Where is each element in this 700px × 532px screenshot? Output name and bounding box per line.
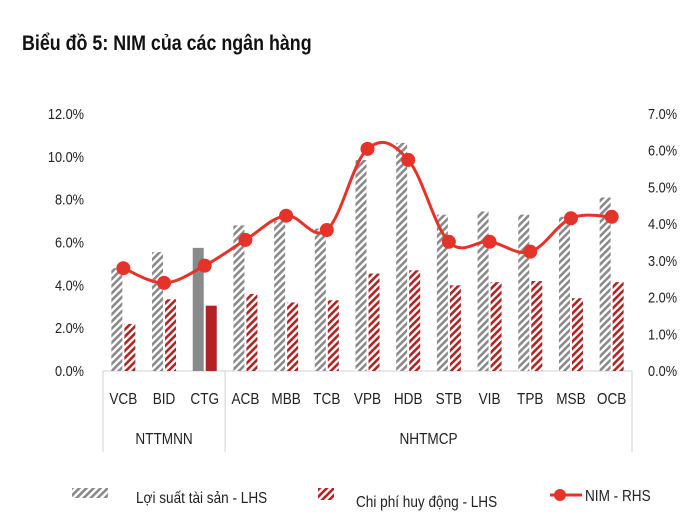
legend-label: Lợi suất tài sản - LHS [136,490,267,507]
left-tick-label: 6.0% [55,233,84,250]
category-label: TCB [313,391,340,408]
left-tick-label: 12.0% [48,105,84,122]
nim-point [197,258,212,273]
asset-yield-bar [314,228,326,371]
asset-yield-bar [192,247,204,371]
asset-yield-bar [558,216,570,371]
funding-cost-bar [165,299,177,371]
left-tick-label: 8.0% [55,191,84,208]
nim-point [604,209,619,224]
right-tick-label: 7.0% [648,105,677,122]
asset-yield-bar [518,214,530,371]
category-label: STB [436,391,463,408]
right-tick-label: 4.0% [648,215,677,232]
left-tick-label: 0.0% [55,362,84,379]
asset-yield-bar [396,142,408,371]
category-label: TPB [517,391,544,408]
asset-yield-bar [152,252,164,371]
right-tick-label: 6.0% [648,142,677,159]
funding-cost-bar [490,282,502,371]
left-tick-label: 4.0% [55,276,84,293]
funding-cost-bar [327,300,339,371]
funding-cost-bar [287,302,299,371]
nim-point [523,244,538,259]
nim-point [319,223,334,238]
asset-yield-bar [355,160,367,371]
nim-point [279,208,294,223]
right-tick-label: 3.0% [648,252,677,269]
funding-cost-bar [612,282,624,371]
category-label: CTG [190,391,219,408]
asset-yield-bar [477,211,489,371]
legend-swatch-funding-cost [318,488,334,500]
category-label: VPB [354,391,381,408]
category-label: VIB [479,391,501,408]
nim-point [482,234,497,249]
asset-yield-bar [233,225,245,371]
funding-cost-bar [205,305,217,371]
legend-label: NIM - RHS [585,488,651,505]
funding-cost-bar [409,270,421,371]
legend-swatch-nim-point [554,489,566,501]
legend-swatch-asset-yield [72,488,108,498]
asset-yield-bar [599,197,611,371]
category-label: BID [153,391,176,408]
funding-cost-bar [531,281,543,371]
left-tick-label: 2.0% [55,319,84,336]
chart-title: Biểu đồ 5: NIM của các ngân hàng [22,32,312,55]
nim-point [401,152,416,167]
legend-label: Chi phí huy động - LHS [356,494,497,511]
nim-point [238,232,253,247]
asset-yield-bar [436,214,448,371]
nim-point [360,141,375,156]
funding-cost-bar [124,323,136,371]
nim-point [563,211,578,226]
category-label: HDB [394,391,423,408]
category-label: OCB [597,391,627,408]
category-label: VCB [109,391,137,408]
right-tick-label: 0.0% [648,362,677,379]
funding-cost-bar [571,298,583,371]
funding-cost-bar [449,285,461,371]
right-tick-label: 2.0% [648,289,677,306]
right-tick-label: 1.0% [648,325,677,342]
asset-yield-bar [274,221,286,371]
left-tick-label: 10.0% [48,148,84,165]
group-label: NHTMCP [399,431,457,448]
category-label: MSB [556,391,586,408]
nim-point [441,234,456,249]
asset-yield-bar [111,268,123,371]
group-label: NTTMNN [135,431,192,448]
nim-point [116,261,131,276]
right-tick-label: 5.0% [648,178,677,195]
category-label: MBB [271,391,301,408]
category-label: ACB [231,391,259,408]
funding-cost-bar [246,293,258,371]
funding-cost-bar [368,273,380,371]
nim-point [157,275,172,290]
